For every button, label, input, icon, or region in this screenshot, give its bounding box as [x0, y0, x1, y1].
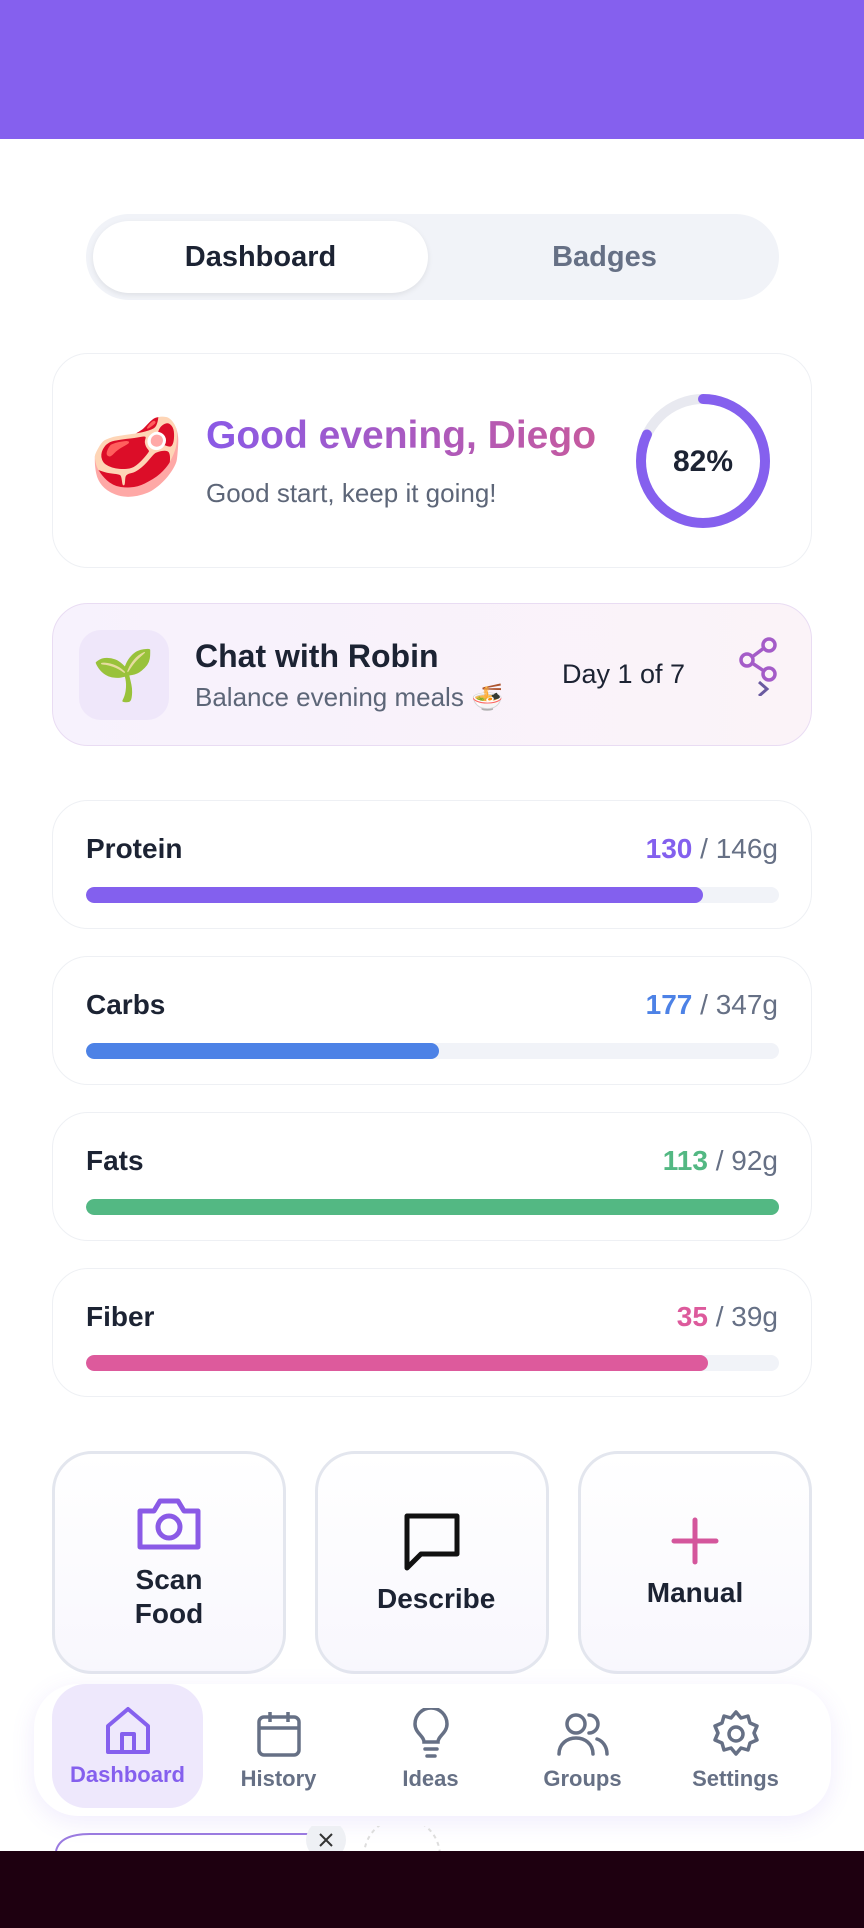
macro-track [86, 1043, 779, 1059]
macro-card: Protein 130 146g [52, 800, 812, 929]
camera-icon [137, 1498, 201, 1549]
nav-label: Dashboard [70, 1762, 185, 1787]
macro-value: 113 92g [663, 1145, 778, 1177]
progress-label: 82% [673, 445, 733, 478]
share-icon[interactable] [737, 636, 783, 696]
macro-card: Carbs 177 347g [52, 956, 812, 1085]
nav-item[interactable]: Ideas [355, 1688, 506, 1812]
action-button[interactable]: Describe [315, 1451, 549, 1674]
header-bar [0, 0, 864, 139]
nav-label: Settings [692, 1766, 779, 1791]
macro-consumed: 35 [676, 1301, 708, 1332]
macro-target: 347g [700, 989, 778, 1020]
macro-consumed: 113 [662, 1145, 708, 1176]
greeting-title: Good evening, Diego [206, 414, 597, 457]
nav-label: Ideas [402, 1766, 459, 1791]
macro-track [86, 1355, 779, 1371]
macro-consumed: 130 [645, 833, 693, 864]
chat-day: Day 1 of 7 [562, 659, 686, 689]
macro-target: 146g [700, 833, 778, 864]
macro-value: 130 146g [646, 833, 778, 865]
action-button[interactable]: Manual [578, 1451, 812, 1674]
tab-switcher: Dashboard Badges [86, 214, 779, 300]
macro-consumed: 177 [645, 989, 693, 1020]
macro-track [86, 1199, 779, 1215]
tab[interactable]: Badges [552, 240, 657, 273]
macro-bar [86, 1199, 779, 1215]
nav-label: Groups [543, 1766, 622, 1791]
nav-label: History [240, 1766, 317, 1791]
nav-item[interactable]: Groups [507, 1688, 658, 1812]
chat-icon: 🌱 [79, 630, 169, 720]
macro-value: 177 347g [646, 989, 778, 1021]
macro-bar [86, 1355, 708, 1371]
bottom-nav: Dashboard History Ideas Groups Settings [34, 1684, 831, 1816]
tab[interactable]: Dashboard [93, 221, 428, 293]
macro-bar [86, 887, 704, 903]
macro-name: Protein [86, 833, 183, 864]
macro-card: Fats 113 92g [52, 1112, 812, 1241]
action-button[interactable]: Scan Food [52, 1451, 286, 1674]
bulb-icon [412, 1708, 449, 1758]
macro-name: Fats [86, 1145, 144, 1176]
progress-ring: 82% [636, 394, 770, 528]
groups-icon [556, 1713, 609, 1756]
partial-overlay [55, 1826, 441, 1851]
settings-icon [712, 1710, 759, 1756]
macro-name: Fiber [86, 1301, 155, 1332]
macro-target: 92g [716, 1145, 778, 1176]
action-label: Describe [377, 1582, 496, 1614]
message-icon [404, 1513, 460, 1570]
nav-item[interactable]: Dashboard [52, 1684, 203, 1808]
chat-title: Chat with Robin [195, 638, 439, 674]
greeting-emoji: 🥩 [89, 412, 184, 501]
macro-target: 39g [716, 1301, 778, 1332]
action-label: Scan Food [134, 1563, 204, 1629]
greeting-subtitle: Good start, keep it going! [206, 478, 497, 508]
plus-icon [671, 1517, 719, 1564]
greeting-card: 🥩 Good evening, Diego Good start, keep i… [52, 353, 812, 568]
nav-item[interactable]: History [203, 1688, 354, 1812]
chat-subtitle: Balance evening meals 🍜 [195, 682, 504, 712]
nav-item[interactable]: Settings [660, 1688, 811, 1812]
macro-bar [86, 1043, 440, 1059]
system-bar [0, 1851, 864, 1928]
chat-card[interactable]: 🌱 Chat with Robin Balance evening meals … [52, 603, 812, 746]
macro-value: 35 39g [677, 1301, 778, 1333]
macro-name: Carbs [86, 989, 166, 1020]
ring-arc [636, 394, 770, 528]
macro-card: Fiber 35 39g [52, 1268, 812, 1397]
action-label: Manual [646, 1576, 744, 1608]
macro-track [86, 887, 779, 903]
home-icon [105, 1707, 150, 1754]
calendar-icon [256, 1712, 301, 1757]
